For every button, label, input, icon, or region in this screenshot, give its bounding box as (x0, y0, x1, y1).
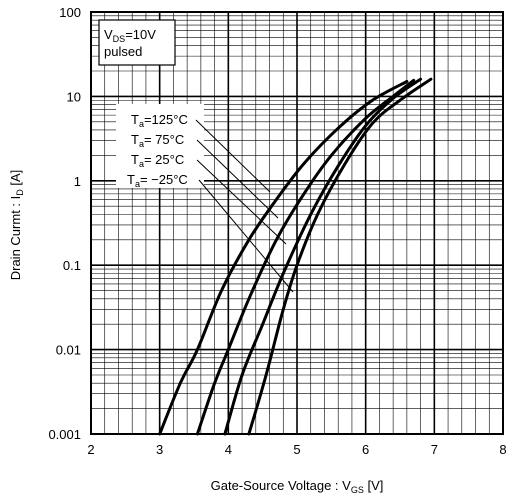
y-tick-label: 1 (74, 174, 81, 189)
condition-vds: VDS=10V (104, 27, 156, 44)
y-tick-label: 0.001 (48, 427, 81, 442)
y-tick-label: 0.1 (63, 258, 81, 273)
x-tick-label: 5 (293, 442, 300, 457)
x-tick-label: 7 (431, 442, 438, 457)
y-tick-label: 10 (67, 89, 81, 104)
y-tick-label: 100 (59, 5, 81, 20)
condition-pulsed: pulsed (104, 44, 142, 59)
y-tick-label: 0.01 (56, 343, 81, 358)
condition-box: VDS=10V pulsed (99, 20, 175, 65)
x-tick-label: 4 (225, 442, 232, 457)
x-tick-label: 8 (499, 442, 506, 457)
x-tick-label: 3 (156, 442, 163, 457)
x-tick-label: 2 (87, 442, 94, 457)
y-axis-label: Drain Curmt : ID [A] (8, 170, 25, 281)
x-tick-label: 6 (362, 442, 369, 457)
